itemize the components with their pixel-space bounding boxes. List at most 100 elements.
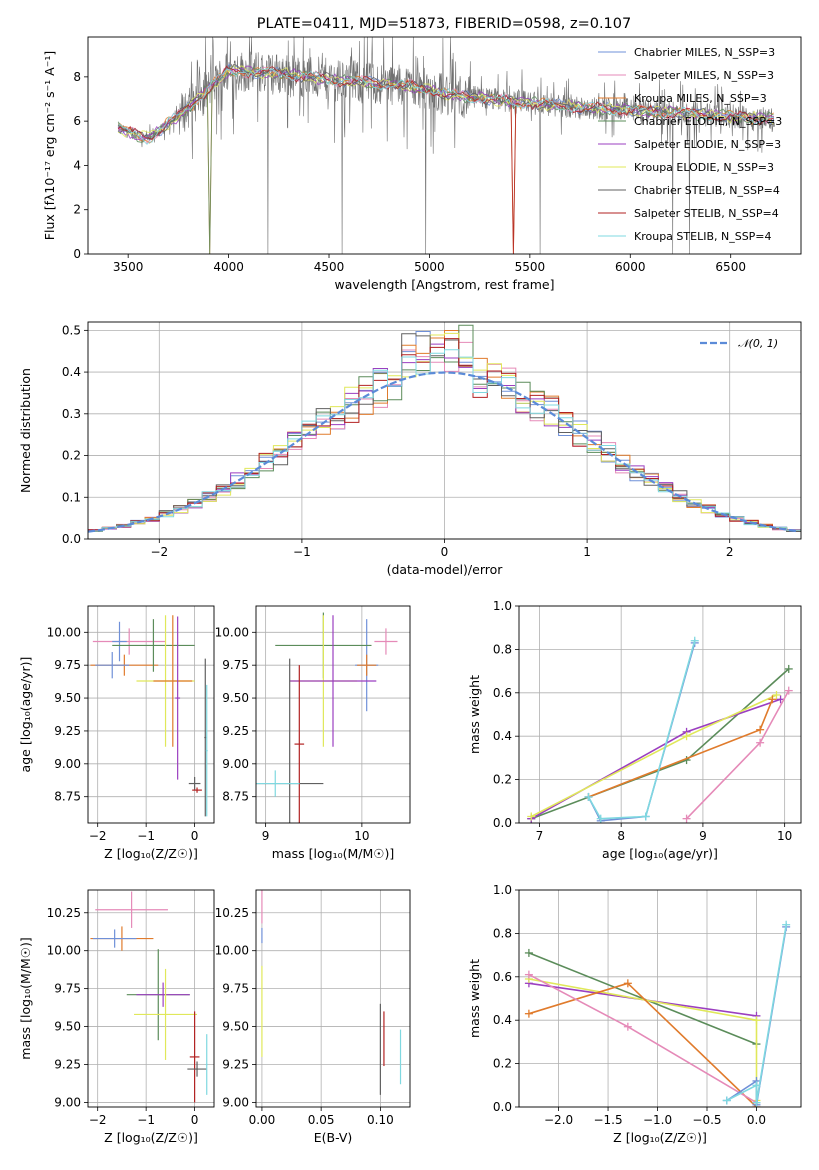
y-tick-label: 10.00: [215, 944, 249, 958]
data-point: [112, 621, 127, 662]
mass-vs-metallicity-panel: −2 −1 0 9.00 9.25 9.50 9.75 10.00 10.25 Z [log₁₀(…: [18, 889, 215, 1145]
y-tick-label: 0.0: [493, 816, 512, 830]
data-point: [187, 1061, 207, 1077]
y-tick-label: 9.00: [222, 757, 249, 771]
y-tick-label: 0.2: [493, 1057, 512, 1071]
weight-marker: [623, 1022, 632, 1031]
weight-line-4: [528, 982, 758, 1107]
model-line-9: [118, 67, 774, 145]
weight-line-5: [528, 973, 757, 1104]
axes-frame: [87, 36, 802, 255]
y-tick-label: 8.75: [222, 790, 249, 804]
weight-marker: [524, 948, 533, 957]
y-tick-label: 0.5: [62, 323, 81, 337]
x-tick-label: 6000: [615, 260, 646, 274]
y-tick-label: 0.8: [493, 926, 512, 940]
plot-area: [524, 920, 791, 1107]
weight-vs-metallicity-panel: −2.0 −1.5 −1.0 −0.5 0.0 0.0 0.2 0.4 0.6 0.8 1.0 Z […: [467, 883, 802, 1145]
weight-marker: [722, 1096, 731, 1105]
y-tick-label: 9.25: [222, 1058, 249, 1072]
x-tick-label: 2: [726, 545, 734, 559]
y-tick-label: 6: [73, 114, 81, 128]
data-point: [95, 891, 168, 928]
axes-frame: [518, 605, 802, 824]
residual-histogram-6: [88, 332, 801, 532]
legend-entry: Kroupa ELODIE, N_SSP=3: [634, 161, 774, 174]
mass-vs-extinction-panel: 0.00 0.05 0.10 9.00 9.25 9.50 9.75 10.00 10.25 E(…: [215, 889, 411, 1145]
x-tick-label: 3500: [113, 260, 144, 274]
weight-marker: [784, 664, 793, 673]
axes-frame: [518, 889, 802, 1108]
weight-vs-age-panel: 7 8 9 10 0.0 0.2 0.4 0.6 0.8 1.0 age [log₁₀(age/yr…: [467, 599, 802, 861]
x-tick-label: 5000: [414, 260, 445, 274]
weight-line-4: [588, 698, 774, 798]
axes-frame: [87, 321, 802, 540]
y-tick-label: 0.2: [493, 773, 512, 787]
x-tick-label: 0.00: [249, 1113, 276, 1127]
x-axis-label: Z [log₁₀(Z/Z☉)]: [104, 846, 198, 861]
plot-area: [90, 891, 208, 1103]
y-tick-label: 0.1: [62, 490, 81, 504]
weight-marker: [752, 1081, 761, 1090]
x-axis-label: wavelength [Angstrom, rest frame]: [334, 277, 554, 292]
plot-area: [88, 324, 801, 533]
weight-marker: [682, 814, 691, 823]
legend-entry: Kroupa STELIB, N_SSP=4: [634, 230, 772, 243]
y-tick-label: 0.4: [62, 365, 81, 379]
plot-area: [256, 612, 398, 823]
y-tick-label: 2: [73, 203, 81, 217]
x-tick-label: 8: [617, 829, 625, 843]
legend-entry: Chabrier STELIB, N_SSP=4: [634, 184, 780, 197]
weight-marker: [527, 812, 536, 821]
x-axis-label: mass [log₁₀(M/M☉)]: [272, 846, 394, 861]
weight-marker: [756, 738, 765, 747]
weight-marker: [641, 812, 650, 821]
age-vs-mass-panel: 9 10 8.75 9.00 9.25 9.50 9.75 10.00 mass [log₁₀(…: [215, 605, 411, 861]
y-tick-label: 9.50: [222, 691, 249, 705]
weight-line-2: [530, 698, 781, 820]
data-point: [192, 787, 202, 793]
y-tick-label: 10.00: [215, 625, 249, 639]
weight-line-7: [726, 924, 787, 1103]
figure-title: PLATE=0411, MJD=51873, FIBERID=0598, z=0…: [257, 16, 631, 32]
plot-area: [90, 615, 208, 817]
y-tick-label: 9.50: [222, 1020, 249, 1034]
x-tick-label: −2.0: [544, 1113, 573, 1127]
x-axis-label: age [log₁₀(age/yr)]: [602, 846, 718, 861]
y-tick-label: 9.75: [54, 982, 81, 996]
y-tick-label: 0.2: [62, 449, 81, 463]
x-tick-label: 10: [354, 829, 369, 843]
y-tick-label: 9.25: [222, 724, 249, 738]
weight-marker: [772, 690, 781, 699]
data-point: [112, 619, 195, 672]
model-line-6: [117, 65, 775, 138]
y-tick-label: 1.0: [493, 599, 512, 613]
legend-entry: Chabrier ELODIE, N_SSP=3: [634, 115, 782, 128]
x-tick-label: −2: [89, 829, 107, 843]
axes-frame: [255, 889, 411, 1108]
y-axis-label: mass weight: [467, 675, 482, 754]
data-point: [153, 615, 193, 747]
y-axis-label: mass weight: [467, 959, 482, 1038]
age-vs-metallicity-panel: −2 −1 0 8.75 9.00 9.25 9.50 9.75 10.00 Z [log₁₀(Z…: [18, 605, 215, 861]
weight-marker: [768, 695, 777, 704]
x-tick-label: −2: [150, 545, 168, 559]
x-tick-label: 0: [191, 829, 199, 843]
y-tick-label: 0.8: [493, 642, 512, 656]
weight-marker: [524, 970, 533, 979]
weight-marker: [752, 1098, 761, 1107]
x-tick-label: −1.5: [593, 1113, 622, 1127]
x-tick-label: 0: [191, 1113, 199, 1127]
weight-marker: [690, 636, 699, 645]
data-point: [294, 665, 305, 823]
data-point: [189, 1011, 200, 1103]
residuals-panel: −2 −1 0 1 2 0.0 0.1 0.2 0.3 0.4 0.5 (data-model)/er…: [18, 321, 802, 577]
legend-entry: Salpeter MILES, N_SSP=3: [634, 69, 774, 82]
y-tick-label: 0.4: [493, 729, 512, 743]
y-tick-label: 10.25: [47, 906, 81, 920]
weight-marker: [584, 792, 593, 801]
x-tick-label: −1: [137, 829, 155, 843]
y-axis-label: Normed distribution: [18, 368, 33, 493]
normal-curve: [88, 371, 799, 533]
data-point: [134, 968, 198, 1060]
